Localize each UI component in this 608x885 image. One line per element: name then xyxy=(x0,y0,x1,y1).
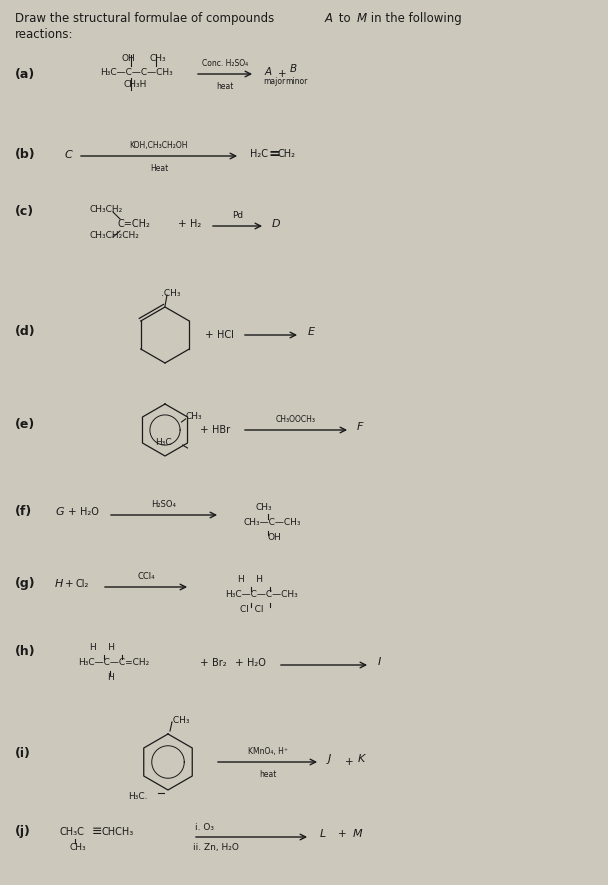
Text: G: G xyxy=(55,507,64,517)
Text: +: + xyxy=(65,579,74,589)
Text: H    H: H H xyxy=(238,575,263,584)
Text: +: + xyxy=(278,69,286,79)
Text: (i): (i) xyxy=(15,747,31,760)
Text: H₂SO₄: H₂SO₄ xyxy=(151,500,176,509)
Text: CH₃—C—CH₃: CH₃—C—CH₃ xyxy=(243,518,300,527)
Text: H: H xyxy=(107,673,114,682)
Text: =: = xyxy=(268,147,280,161)
Text: CHCH₃: CHCH₃ xyxy=(102,827,134,837)
Text: ≡: ≡ xyxy=(92,825,103,838)
Text: +: + xyxy=(205,330,213,340)
Text: C=CH₂: C=CH₂ xyxy=(118,219,151,229)
Text: M: M xyxy=(353,829,362,839)
Text: heat: heat xyxy=(259,770,276,779)
Text: A: A xyxy=(265,67,272,77)
Text: Heat: Heat xyxy=(150,164,168,173)
Text: Cl  Cl: Cl Cl xyxy=(240,605,263,614)
Text: +: + xyxy=(235,658,244,668)
Text: OH: OH xyxy=(122,54,136,63)
Text: CH₃OOCH₃: CH₃OOCH₃ xyxy=(276,415,316,424)
Text: Pd: Pd xyxy=(232,211,243,220)
Text: F: F xyxy=(357,422,364,432)
Text: H₂: H₂ xyxy=(190,219,201,229)
Text: major: major xyxy=(263,77,285,86)
Text: (f): (f) xyxy=(15,505,32,518)
Text: heat: heat xyxy=(216,82,233,91)
Text: H₂C: H₂C xyxy=(250,149,268,159)
Text: M: M xyxy=(357,12,367,25)
Text: (g): (g) xyxy=(15,577,36,590)
Text: HBr: HBr xyxy=(212,425,230,435)
Text: (d): (d) xyxy=(15,325,36,338)
Text: H₃C—C—C—CH₃: H₃C—C—C—CH₃ xyxy=(225,590,298,599)
Text: L: L xyxy=(320,829,326,839)
Text: to: to xyxy=(335,12,354,25)
Text: Draw the structural formulae of compounds: Draw the structural formulae of compound… xyxy=(15,12,278,25)
Text: H₃C: H₃C xyxy=(156,438,172,447)
Text: H₂O: H₂O xyxy=(80,507,99,517)
Text: .CH₃: .CH₃ xyxy=(170,716,190,725)
Text: CH₃: CH₃ xyxy=(185,412,202,421)
Text: H₃C—C—C=CH₂: H₃C—C—C=CH₂ xyxy=(78,658,149,667)
Text: minor: minor xyxy=(285,77,308,86)
Text: H₃C—C—C—CH₃: H₃C—C—C—CH₃ xyxy=(100,68,173,77)
Text: J: J xyxy=(328,754,331,764)
Text: CH₃: CH₃ xyxy=(255,503,272,512)
Text: OH: OH xyxy=(268,533,282,542)
Text: Br₂: Br₂ xyxy=(212,658,227,668)
Text: +: + xyxy=(178,219,187,229)
Text: KMnO₄, H⁺: KMnO₄, H⁺ xyxy=(247,747,288,756)
Text: .CH₃: .CH₃ xyxy=(161,289,181,298)
Text: (h): (h) xyxy=(15,645,36,658)
Text: I: I xyxy=(378,657,381,667)
Text: +: + xyxy=(345,757,354,767)
Text: (b): (b) xyxy=(15,148,36,161)
Text: HCl: HCl xyxy=(217,330,234,340)
Text: H₃C.: H₃C. xyxy=(128,792,148,801)
Text: B: B xyxy=(290,64,297,74)
Text: CH₃C: CH₃C xyxy=(60,827,85,837)
Text: E: E xyxy=(308,327,315,337)
Text: +: + xyxy=(338,829,347,839)
Text: CH₃: CH₃ xyxy=(70,843,86,852)
Text: CCl₄: CCl₄ xyxy=(137,572,155,581)
Text: A: A xyxy=(325,12,333,25)
Text: Conc. H₂SO₄: Conc. H₂SO₄ xyxy=(202,59,248,68)
Text: KOH,CH₃CH₂OH: KOH,CH₃CH₂OH xyxy=(130,141,188,150)
Text: CH₃CH₂: CH₃CH₂ xyxy=(90,205,123,214)
Text: ii. Zn, H₂O: ii. Zn, H₂O xyxy=(193,843,239,852)
Text: (j): (j) xyxy=(15,825,31,838)
Text: +: + xyxy=(200,658,209,668)
Text: H₂O: H₂O xyxy=(247,658,266,668)
Text: Cl₂: Cl₂ xyxy=(76,579,89,589)
Text: +: + xyxy=(68,507,77,517)
Text: K: K xyxy=(358,754,365,764)
Text: CH₃H: CH₃H xyxy=(124,80,147,89)
Text: +: + xyxy=(200,425,209,435)
Text: H: H xyxy=(55,579,63,589)
Text: CH₂: CH₂ xyxy=(278,149,296,159)
Text: C: C xyxy=(65,150,73,160)
Text: (e): (e) xyxy=(15,418,35,431)
Text: CH₃CH₂CH₂: CH₃CH₂CH₂ xyxy=(90,231,140,240)
Text: D: D xyxy=(272,219,281,229)
Text: (c): (c) xyxy=(15,205,34,218)
Text: in the following: in the following xyxy=(367,12,461,25)
Text: i. O₃: i. O₃ xyxy=(195,823,214,832)
Text: H    H: H H xyxy=(90,643,115,652)
Text: (a): (a) xyxy=(15,68,35,81)
Text: CH₃: CH₃ xyxy=(150,54,167,63)
Text: reactions:: reactions: xyxy=(15,28,74,41)
